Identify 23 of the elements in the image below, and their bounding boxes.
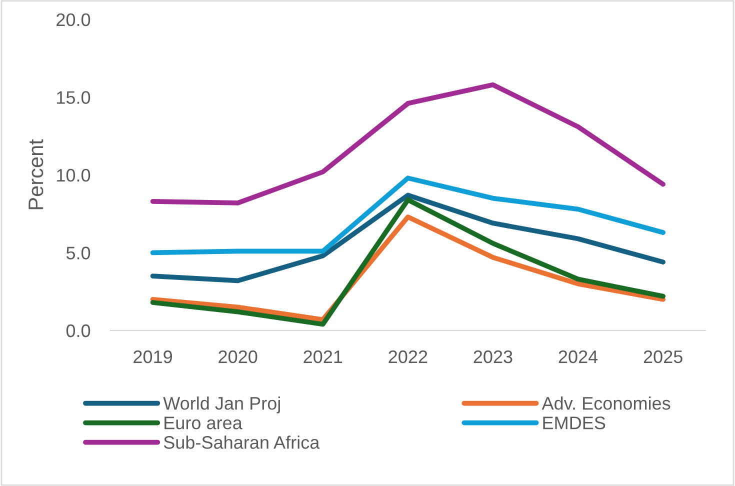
x-tick-label: 2023 (474, 350, 512, 364)
line-series (150, 214, 666, 322)
x-tick-label: 2025 (644, 350, 682, 364)
legend-label: Adv. Economies (542, 396, 670, 410)
y-tick-label: 20.0 (56, 13, 90, 26)
legend-label: Euro area (164, 416, 242, 430)
y-tick-label: 5.0 (66, 246, 90, 260)
x-tick-label: 2024 (558, 350, 598, 364)
legend-label: World Jan Proj (163, 396, 280, 414)
line-series (150, 82, 666, 206)
y-axis-title: Percent (28, 139, 44, 210)
y-tick-label: 10.0 (57, 168, 90, 182)
x-tick-label: 2019 (134, 350, 172, 364)
line-series (150, 197, 666, 327)
x-tick-label: 2021 (304, 350, 342, 364)
y-tick-label: 15.0 (57, 91, 90, 104)
legend-label: Sub-Saharan Africa (164, 436, 320, 449)
x-tick-label: 2020 (218, 350, 258, 364)
y-tick-label: 0.0 (66, 324, 90, 338)
legend-label: EMDES (543, 416, 606, 430)
line-series (150, 176, 666, 256)
line-series (150, 192, 666, 284)
x-tick-label: 2022 (388, 350, 428, 364)
